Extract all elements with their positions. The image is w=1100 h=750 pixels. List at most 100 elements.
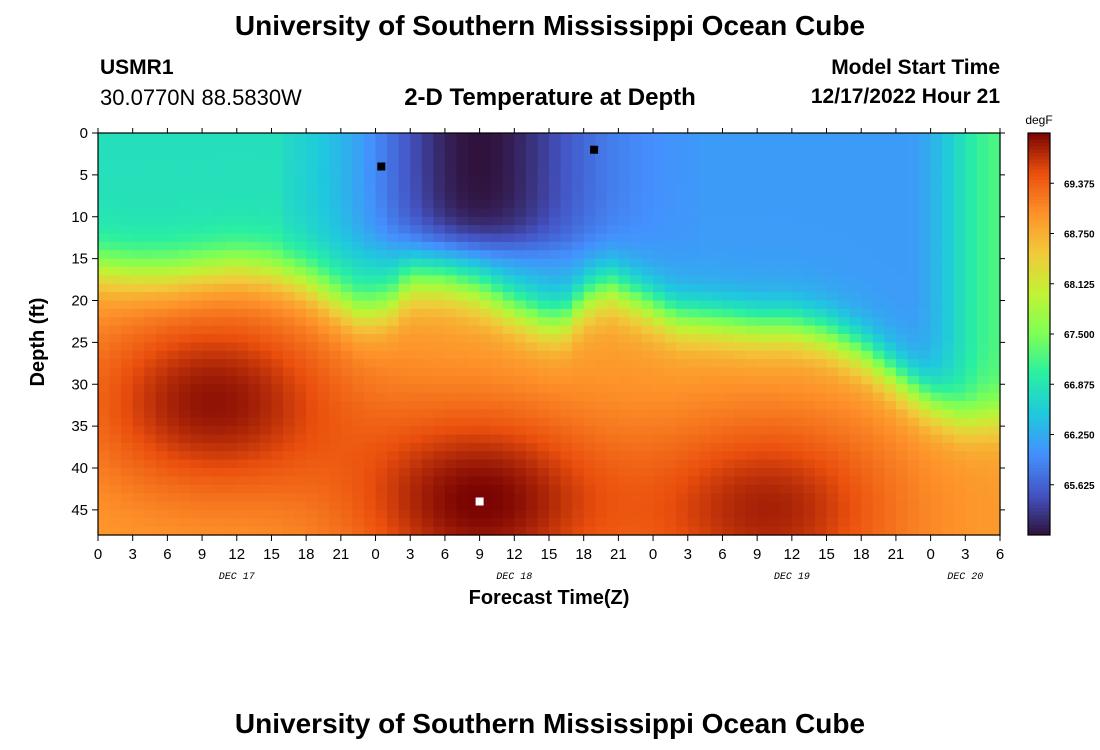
heatmap-cell [895,325,909,335]
heatmap-cell [271,191,284,201]
heatmap-cell [375,509,388,519]
heatmap-cell [988,426,1001,436]
heatmap-cell [306,200,319,209]
heatmap-cell [444,250,458,260]
heatmap-cell [861,300,874,310]
heatmap-cell [549,468,562,477]
heatmap-cell [606,292,619,302]
heatmap-cell [734,526,747,536]
heatmap-cell [537,459,550,469]
heatmap-cell [132,342,145,352]
heatmap-cell [549,342,562,352]
heatmap-cell [699,325,712,335]
heatmap-cell [236,216,249,226]
heatmap-cell [514,442,527,452]
heatmap-cell [560,526,573,536]
heatmap-cell [283,451,296,461]
heatmap-cell [178,174,192,184]
heatmap-cell [560,518,573,528]
heatmap-cell [271,283,284,293]
heatmap-cell [329,183,342,193]
heatmap-cell [167,518,180,528]
heatmap-cell [664,401,677,410]
colorbar-cell [1028,303,1050,308]
heatmap-cell [294,267,307,276]
heatmap-cell [976,283,990,293]
heatmap-cell [745,216,758,226]
heatmap-cell [826,426,839,436]
heatmap-cell [98,518,111,528]
heatmap-cell [132,350,145,360]
heatmap-cell [248,174,261,184]
heatmap-cell [907,200,920,209]
heatmap-cell [491,392,504,402]
heatmap-cell [942,401,955,410]
heatmap-cell [421,225,434,235]
heatmap-cell [919,200,932,209]
heatmap-cell [653,250,666,260]
heatmap-cell [248,459,261,469]
heatmap-cell [826,317,839,327]
heatmap-cell [202,317,215,327]
heatmap-cell [583,191,596,201]
heatmap-cell [132,334,145,343]
heatmap-cell [606,509,619,519]
heatmap-cell [814,174,828,184]
heatmap-cell [491,208,504,218]
heatmap-cell [791,275,805,285]
heatmap-cell [606,384,619,394]
heatmap-cell [687,300,700,310]
heatmap-cell [421,133,434,142]
heatmap-cell [340,250,354,260]
heatmap-cell [363,241,377,251]
heatmap-cell [271,442,284,452]
colorbar-cell [1028,508,1050,513]
heatmap-cell [930,258,943,268]
heatmap-cell [826,375,839,385]
x-tick-label: 21 [333,546,350,563]
heatmap-cell [595,183,608,193]
heatmap-cell [595,451,608,461]
heatmap-cell [849,308,862,318]
heatmap-cell [757,166,770,176]
heatmap-cell [190,367,203,377]
heatmap-cell [722,334,735,343]
heatmap-cell [930,417,943,427]
heatmap-cell [514,141,527,151]
heatmap-cell [734,191,747,201]
heatmap-cell [583,174,596,184]
heatmap-cell [780,526,793,536]
heatmap-cell [768,241,781,251]
heatmap-cell [502,200,515,209]
heatmap-cell [502,300,515,310]
heatmap-cell [352,350,365,360]
heatmap-cell [942,518,955,528]
heatmap-cell [144,317,157,327]
heatmap-cell [387,283,400,293]
heatmap-cell [178,518,192,528]
heatmap-cell [352,434,365,444]
heatmap-cell [398,267,411,276]
heatmap-cell [849,233,862,243]
heatmap-cell [583,451,596,461]
heatmap-cell [595,459,608,469]
heatmap-cell [884,241,897,251]
heatmap-cell [167,451,180,461]
heatmap-cell [988,258,1001,268]
heatmap-cell [965,350,978,360]
heatmap-cell [444,191,458,201]
heatmap-cell [907,166,920,176]
heatmap-cell [699,426,712,436]
heatmap-cell [780,501,793,511]
heatmap-cell [121,451,134,461]
heatmap-cell [710,501,724,511]
heatmap-cell [664,350,677,360]
heatmap-cell [121,300,134,310]
heatmap-cell [375,317,388,327]
heatmap-cell [629,300,643,310]
chart-title: 2-D Temperature at Depth [404,84,696,111]
heatmap-cell [98,216,111,226]
heatmap-cell [456,174,469,184]
heatmap-cell [618,325,631,335]
heatmap-cell [283,434,296,444]
